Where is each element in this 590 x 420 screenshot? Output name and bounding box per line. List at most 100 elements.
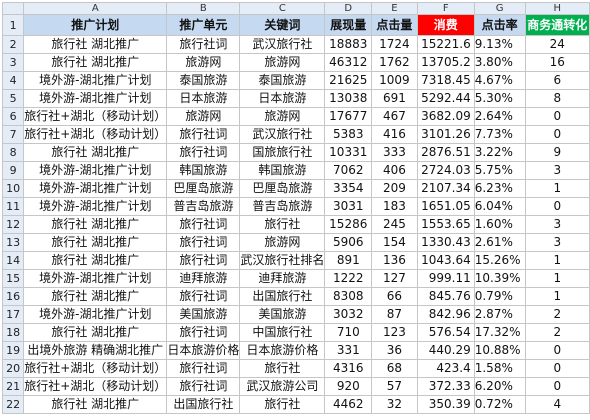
- cell-unit[interactable]: 泰国旅游: [166, 71, 241, 90]
- cell-impressions[interactable]: 15286: [324, 215, 373, 234]
- cell-ctr[interactable]: 2.61%: [473, 233, 526, 252]
- row-number[interactable]: 14: [1, 251, 25, 270]
- cell-unit[interactable]: 巴厘岛旅游: [166, 179, 241, 198]
- cell-conversions[interactable]: 2: [524, 305, 590, 324]
- cell-ctr[interactable]: 1.58%: [473, 359, 526, 378]
- cell-keyword[interactable]: 迪拜旅游: [239, 269, 326, 288]
- cell-unit[interactable]: 日本旅游: [166, 89, 241, 108]
- row-number[interactable]: 5: [1, 89, 25, 108]
- column-letter-b[interactable]: B: [166, 2, 241, 15]
- header-cell-impressions[interactable]: 展现量: [324, 14, 373, 36]
- cell-keyword[interactable]: 武汉旅行社: [239, 125, 326, 144]
- cell-unit[interactable]: 旅行社词: [166, 125, 241, 144]
- cell-cost[interactable]: 845.76: [416, 287, 475, 306]
- cell-clicks[interactable]: 87: [371, 305, 418, 324]
- cell-cost[interactable]: 1043.64: [416, 251, 475, 270]
- cell-keyword[interactable]: 国旅旅行社: [239, 143, 326, 162]
- cell-cost[interactable]: 372.33: [416, 377, 475, 396]
- cell-plan[interactable]: 境外游-湖北推广计划: [23, 71, 168, 90]
- row-number[interactable]: 16: [1, 287, 25, 306]
- cell-keyword[interactable]: 中国旅行社: [239, 323, 326, 342]
- cell-cost[interactable]: 1651.05: [416, 197, 475, 216]
- cell-cost[interactable]: 440.29: [416, 341, 475, 360]
- cell-clicks[interactable]: 68: [371, 359, 418, 378]
- cell-clicks[interactable]: 333: [371, 143, 418, 162]
- cell-conversions[interactable]: 3: [524, 161, 590, 180]
- cell-plan[interactable]: 境外游-湖北推广计划: [23, 305, 168, 324]
- row-number[interactable]: 9: [1, 161, 25, 180]
- cell-clicks[interactable]: 36: [371, 341, 418, 360]
- cell-clicks[interactable]: 32: [371, 395, 418, 414]
- cell-unit[interactable]: 出国旅行社: [166, 395, 241, 414]
- cell-clicks[interactable]: 127: [371, 269, 418, 288]
- cell-impressions[interactable]: 3031: [324, 197, 373, 216]
- cell-conversions[interactable]: 16: [524, 53, 590, 72]
- header-cell-conversions[interactable]: 商务通转化: [524, 14, 590, 36]
- cell-keyword[interactable]: 韩国旅游: [239, 161, 326, 180]
- cell-unit[interactable]: 旅行社词: [166, 377, 241, 396]
- cell-cost[interactable]: 1330.43: [416, 233, 475, 252]
- cell-ctr[interactable]: 9.13%: [473, 35, 526, 54]
- cell-ctr[interactable]: 10.88%: [473, 341, 526, 360]
- cell-clicks[interactable]: 57: [371, 377, 418, 396]
- cell-plan[interactable]: 旅行社 湖北推广: [23, 215, 168, 234]
- cell-impressions[interactable]: 891: [324, 251, 373, 270]
- cell-ctr[interactable]: 3.80%: [473, 53, 526, 72]
- cell-ctr[interactable]: 5.30%: [473, 89, 526, 108]
- row-number[interactable]: 13: [1, 233, 25, 252]
- cell-impressions[interactable]: 5383: [324, 125, 373, 144]
- cell-cost[interactable]: 423.4: [416, 359, 475, 378]
- cell-ctr[interactable]: 17.32%: [473, 323, 526, 342]
- cell-plan[interactable]: 境外游-湖北推广计划: [23, 89, 168, 108]
- cell-conversions[interactable]: 2: [524, 323, 590, 342]
- cell-cost[interactable]: 2107.34: [416, 179, 475, 198]
- cell-clicks[interactable]: 467: [371, 107, 418, 126]
- cell-impressions[interactable]: 920: [324, 377, 373, 396]
- cell-ctr[interactable]: 2.87%: [473, 305, 526, 324]
- cell-cost[interactable]: 1553.65: [416, 215, 475, 234]
- cell-conversions[interactable]: 0: [524, 107, 590, 126]
- cell-conversions[interactable]: 1: [524, 251, 590, 270]
- column-letter-h[interactable]: H: [524, 2, 590, 15]
- cell-impressions[interactable]: 17677: [324, 107, 373, 126]
- cell-impressions[interactable]: 3354: [324, 179, 373, 198]
- select-all-corner[interactable]: [1, 2, 25, 15]
- cell-ctr[interactable]: 6.23%: [473, 179, 526, 198]
- cell-clicks[interactable]: 406: [371, 161, 418, 180]
- cell-plan[interactable]: 境外游-湖北推广计划: [23, 161, 168, 180]
- cell-keyword[interactable]: 日本旅游价格: [239, 341, 326, 360]
- cell-clicks[interactable]: 416: [371, 125, 418, 144]
- cell-keyword[interactable]: 武汉旅行社排名: [239, 251, 326, 270]
- cell-clicks[interactable]: 136: [371, 251, 418, 270]
- header-cell-ctr[interactable]: 点击率: [473, 14, 526, 36]
- cell-impressions[interactable]: 46312: [324, 53, 373, 72]
- cell-clicks[interactable]: 245: [371, 215, 418, 234]
- cell-conversions[interactable]: 0: [524, 359, 590, 378]
- cell-keyword[interactable]: 普吉岛旅游: [239, 197, 326, 216]
- cell-impressions[interactable]: 13038: [324, 89, 373, 108]
- cell-cost[interactable]: 2724.03: [416, 161, 475, 180]
- cell-keyword[interactable]: 美国旅游: [239, 305, 326, 324]
- cell-keyword[interactable]: 出国旅行社: [239, 287, 326, 306]
- row-number[interactable]: 6: [1, 107, 25, 126]
- column-letter-e[interactable]: E: [371, 2, 418, 15]
- cell-plan[interactable]: 旅行社 湖北推广: [23, 233, 168, 252]
- cell-ctr[interactable]: 7.73%: [473, 125, 526, 144]
- cell-plan[interactable]: 旅行社+湖北（移动计划）: [23, 107, 168, 126]
- row-number[interactable]: 3: [1, 53, 25, 72]
- cell-ctr[interactable]: 0.72%: [473, 395, 526, 414]
- column-letter-c[interactable]: C: [239, 2, 326, 15]
- cell-plan[interactable]: 旅行社 湖北推广: [23, 143, 168, 162]
- row-number[interactable]: 1: [1, 14, 25, 36]
- row-number[interactable]: 20: [1, 359, 25, 378]
- cell-conversions[interactable]: 3: [524, 233, 590, 252]
- cell-clicks[interactable]: 183: [371, 197, 418, 216]
- cell-clicks[interactable]: 1009: [371, 71, 418, 90]
- cell-ctr[interactable]: 6.20%: [473, 377, 526, 396]
- cell-keyword[interactable]: 巴厘岛旅游: [239, 179, 326, 198]
- column-letter-a[interactable]: A: [23, 2, 168, 15]
- cell-unit[interactable]: 日本旅游价格: [166, 341, 241, 360]
- cell-impressions[interactable]: 710: [324, 323, 373, 342]
- cell-impressions[interactable]: 4316: [324, 359, 373, 378]
- cell-unit[interactable]: 旅行社词: [166, 251, 241, 270]
